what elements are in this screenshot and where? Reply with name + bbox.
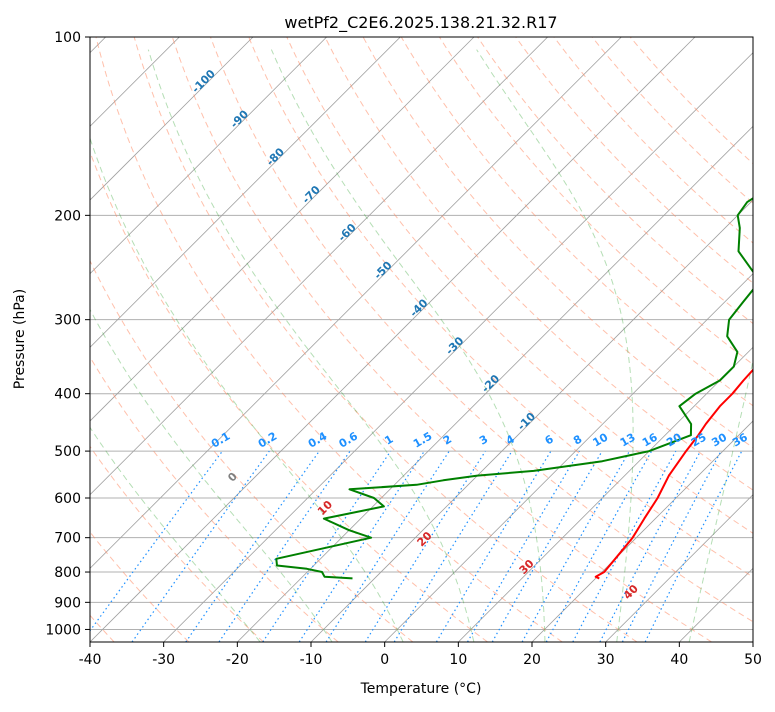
mixing-ratio-label: 3: [477, 433, 490, 448]
isotherm-line: [679, 37, 775, 642]
isotherm-label: -20: [479, 372, 502, 395]
dry-adiabat: [439, 37, 775, 642]
x-tick-label: 30: [597, 652, 615, 668]
isotherm-label: -10: [515, 410, 538, 433]
mixing-ratio-line: [82, 451, 223, 642]
isotherm-label: -100: [189, 67, 218, 96]
y-tick-label: 800: [54, 565, 81, 581]
dry-adiabat: [0, 37, 338, 642]
y-axis-title: Pressure (hPa): [12, 289, 28, 389]
temperature-profile: [596, 37, 775, 578]
y-tick-label: 200: [54, 208, 81, 224]
dry-adiabat: [0, 37, 264, 642]
mixing-ratio-line: [299, 451, 424, 642]
isotherm-line: [164, 37, 769, 642]
dry-adiabat: [20, 37, 413, 642]
y-tick-label: 300: [54, 313, 81, 329]
isotherm-line: [385, 37, 775, 642]
isotherm-line: [0, 37, 253, 642]
mixing-ratio-label: 0.1: [209, 430, 232, 451]
dry-adiabat: [516, 37, 775, 642]
mixing-ratio-label: 8: [571, 433, 584, 448]
isotherm-line: [606, 37, 775, 642]
dry-adiabat: [211, 37, 775, 642]
dry-adiabat-label: 10: [315, 498, 335, 518]
dry-adiabat-label: 0: [225, 470, 240, 485]
y-tick-label: 500: [54, 444, 81, 460]
isotherm-line: [237, 37, 775, 642]
isotherm-line: [0, 37, 548, 642]
dry-adiabat: [58, 37, 488, 642]
y-tick-label: 900: [54, 595, 81, 611]
dry-adiabat: [592, 37, 775, 642]
y-tick-label: 600: [54, 491, 81, 507]
y-tick-label: 400: [54, 387, 81, 403]
moist-adiabat: [148, 50, 474, 642]
isotherm-label: -70: [300, 183, 323, 206]
isotherm-line: [753, 37, 775, 642]
mixing-ratio-label: 30: [709, 430, 729, 449]
mixing-ratio-label: 4: [504, 432, 517, 447]
mixing-ratio-label: 1: [382, 433, 395, 448]
x-tick-label: -30: [152, 652, 175, 668]
x-tick-label: 40: [670, 652, 688, 668]
mixing-ratio-label: 0.4: [306, 429, 330, 450]
mixing-ratio-label: 0.6: [337, 429, 361, 450]
y-tick-label: 700: [54, 531, 81, 547]
x-tick-label: -10: [300, 652, 323, 668]
x-tick-label: -20: [226, 652, 249, 668]
mixing-ratio-line: [326, 451, 449, 642]
moist-adiabat: [72, 73, 404, 642]
dry-adiabat: [0, 37, 189, 642]
mixing-ratio-label: 16: [640, 430, 660, 449]
isotherm-label: -40: [407, 296, 430, 319]
dry-adiabat-label: 40: [621, 582, 641, 602]
dry-adiabat: [134, 37, 637, 642]
isotherm-label: -30: [443, 334, 466, 357]
mixing-ratio-line: [645, 451, 742, 642]
mixing-ratio-label: 2: [441, 433, 454, 448]
x-tick-label: -40: [79, 652, 102, 668]
dry-adiabat: [96, 37, 562, 642]
isotherm-label: -50: [371, 259, 394, 282]
y-tick-label: 100: [54, 30, 81, 46]
mixing-ratio-label: 13: [618, 431, 638, 450]
mixing-ratio-line: [132, 451, 269, 642]
dry-adiabat-label: 30: [517, 557, 537, 577]
isotherm-line: [532, 37, 775, 642]
mixing-ratio-line: [546, 451, 651, 642]
mixing-ratio-label: 6: [543, 432, 556, 447]
dry-adiabat: [554, 37, 775, 642]
isotherm-line: [90, 37, 695, 642]
isotherm-line: [0, 37, 327, 642]
mixing-ratio-line: [600, 451, 701, 642]
isotherm-line: [0, 37, 400, 642]
chart-title: wetPf2_C2E6.2025.138.21.32.R17: [284, 13, 557, 33]
mixing-ratio-label: 1.5: [411, 430, 434, 451]
y-tick-label: 1000: [45, 622, 81, 638]
reference-lines: [0, 37, 775, 642]
x-tick-label: 20: [523, 652, 541, 668]
isotherm-label: -80: [264, 145, 287, 168]
x-tick-label: 0: [380, 652, 389, 668]
mixing-ratio-label: 0.2: [256, 430, 279, 451]
isotherm-line: [16, 37, 621, 642]
moist-adiabat: [689, 50, 775, 642]
dry-adiabat-label: 20: [415, 529, 435, 549]
isotherm-label: -90: [228, 107, 251, 130]
isotherm-line: [458, 37, 775, 642]
x-axis-title: Temperature (°C): [360, 681, 482, 697]
x-tick-label: 50: [744, 652, 762, 668]
x-tick-label: 10: [449, 652, 467, 668]
mixing-ratio-label: 36: [730, 430, 750, 449]
